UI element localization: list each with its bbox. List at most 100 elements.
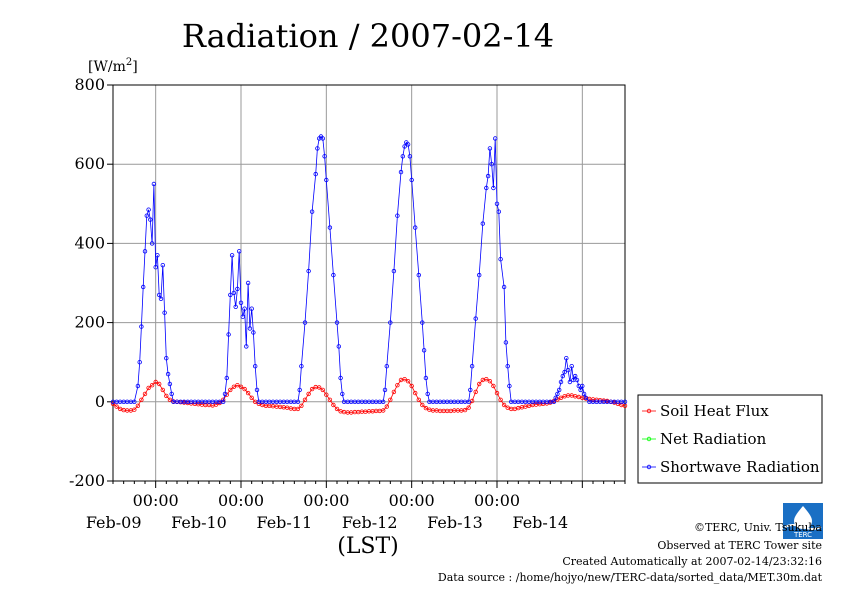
- data-point: [238, 384, 244, 389]
- footer-observed: Observed at TERC Tower site: [657, 539, 822, 552]
- data-point: [331, 402, 336, 408]
- logo-text: TERC: [793, 531, 812, 539]
- x-time-label: 00:00: [133, 491, 179, 510]
- data-point: [158, 296, 164, 301]
- data-point: [416, 397, 421, 402]
- data-point: [381, 399, 386, 404]
- legend-entry: Soil Heat Flux: [660, 402, 769, 420]
- data-point: [233, 304, 238, 309]
- data-point: [238, 300, 244, 305]
- data-point: [493, 136, 498, 141]
- y-axis-label: [W/m2]: [88, 57, 138, 75]
- data-point: [338, 375, 343, 381]
- data-point: [142, 249, 148, 254]
- data-point: [135, 383, 141, 389]
- data-point: [388, 320, 393, 325]
- x-date-label: Feb-09: [86, 513, 142, 532]
- data-point: [413, 390, 418, 396]
- data-point: [421, 348, 427, 353]
- data-point: [573, 373, 578, 379]
- data-point: [494, 201, 500, 206]
- data-point: [299, 403, 304, 408]
- data-point: [402, 144, 407, 149]
- data-point: [567, 379, 573, 385]
- data-point: [162, 310, 167, 315]
- data-point: [135, 403, 141, 408]
- data-point: [153, 379, 158, 385]
- data-point: [420, 402, 425, 408]
- data-point: [137, 360, 142, 365]
- data-point: [485, 173, 491, 179]
- data-point: [244, 344, 249, 349]
- data-point: [391, 268, 397, 274]
- data-point: [558, 379, 564, 385]
- grid: [113, 85, 625, 481]
- data-point: [400, 154, 405, 159]
- data-point: [558, 395, 564, 400]
- data-point: [565, 367, 571, 373]
- data-point: [142, 391, 148, 397]
- data-point: [560, 373, 565, 379]
- data-point: [466, 399, 471, 404]
- data-point: [557, 387, 562, 393]
- data-point: [139, 397, 144, 402]
- data-point: [340, 391, 345, 397]
- data-point: [382, 387, 388, 393]
- wave-icon: [784, 524, 822, 530]
- data-point: [407, 154, 413, 159]
- terc-logo: TERC: [783, 503, 823, 539]
- data-point: [555, 391, 560, 397]
- data-point: [132, 407, 137, 412]
- data-point: [505, 364, 510, 369]
- data-point: [149, 241, 155, 246]
- y-tick-label: 0: [95, 392, 105, 411]
- data-point: [156, 292, 162, 298]
- data-point: [489, 161, 494, 167]
- data-point: [167, 397, 173, 402]
- data-point: [391, 389, 397, 395]
- data-point: [487, 379, 493, 384]
- footer-created: Created Automatically at 2007-02-14/23:3…: [562, 555, 822, 568]
- data-point: [213, 402, 219, 407]
- series-line: [112, 378, 626, 413]
- data-point: [322, 154, 327, 159]
- data-point: [334, 320, 340, 325]
- x-axis-label: (LST): [337, 534, 399, 559]
- legend-box: [637, 394, 823, 484]
- data-point: [327, 397, 333, 402]
- y-axis-ticks: -200 0 200 400 600 800: [69, 75, 113, 490]
- y-axis-unit-text: [W/m2]: [88, 57, 138, 75]
- data-point: [583, 395, 589, 400]
- data-point: [315, 146, 320, 151]
- axes: [112, 84, 626, 482]
- data-point: [395, 383, 400, 388]
- data-point: [423, 405, 429, 411]
- data-point: [132, 399, 137, 404]
- data-point: [496, 209, 501, 214]
- data-point: [236, 249, 242, 254]
- data-point: [480, 221, 485, 226]
- data-point: [484, 185, 489, 191]
- data-point: [507, 383, 512, 389]
- data-point: [331, 272, 336, 278]
- data-point: [564, 356, 569, 361]
- data-point: [226, 332, 231, 337]
- data-point: [468, 387, 473, 393]
- x-date-label: Feb-11: [256, 513, 312, 532]
- chart-title: Radiation / 2007-02-14: [182, 17, 554, 55]
- data-point: [503, 340, 509, 345]
- data-point: [574, 377, 580, 383]
- data-point: [413, 225, 418, 230]
- data-point: [306, 268, 311, 274]
- data-point: [224, 375, 229, 381]
- data-point: [320, 387, 325, 393]
- data-point: [229, 253, 235, 258]
- data-point: [254, 387, 260, 393]
- data-point: [228, 387, 233, 393]
- data-point: [309, 209, 315, 214]
- data-point: [114, 404, 119, 409]
- ylabel-main: [W/m: [88, 59, 126, 75]
- data-point: [388, 397, 393, 402]
- data-point: [494, 390, 500, 396]
